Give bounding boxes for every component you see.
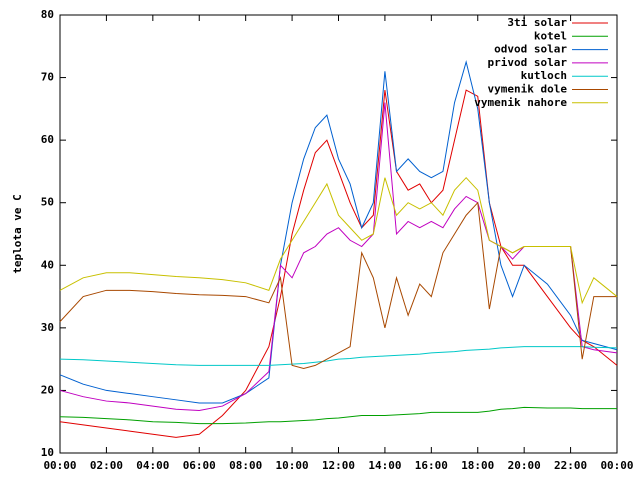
y-tick-label: 80 — [41, 8, 54, 21]
x-tick-label: 06:00 — [183, 459, 216, 472]
x-tick-label: 00:00 — [43, 459, 76, 472]
x-tick-label: 18:00 — [461, 459, 494, 472]
legend-label: 3ti solar — [507, 16, 567, 29]
legend-label: odvod solar — [494, 43, 567, 56]
x-tick-label: 14:00 — [368, 459, 401, 472]
series-line — [59, 102, 618, 411]
series-line — [59, 89, 618, 438]
x-tick-label: 20:00 — [508, 459, 541, 472]
x-tick-label: 16:00 — [415, 459, 448, 472]
x-tick-label: 12:00 — [322, 459, 355, 472]
x-tick-label: 10:00 — [276, 459, 309, 472]
y-axis-label: teplota ve C — [11, 194, 24, 273]
legend-label: vymenik dole — [488, 83, 568, 96]
legend-label: kutloch — [521, 69, 567, 82]
series-line — [59, 406, 617, 425]
x-tick-label: 22:00 — [554, 459, 587, 472]
y-tick-label: 20 — [41, 383, 54, 396]
x-tick-label: 04:00 — [136, 459, 169, 472]
series-line — [59, 346, 618, 366]
x-tick-label: 08:00 — [229, 459, 262, 472]
y-tick-label: 60 — [41, 133, 54, 146]
legend-label: kotel — [534, 29, 567, 42]
series-line — [59, 176, 618, 305]
x-tick-label: 02:00 — [90, 459, 123, 472]
legend-label: privod solar — [488, 56, 568, 69]
x-tick-label: 00:00 — [600, 459, 633, 472]
y-tick-label: 30 — [41, 321, 54, 334]
y-tick-label: 40 — [41, 258, 54, 271]
y-tick-label: 50 — [41, 196, 54, 209]
y-tick-label: 10 — [41, 446, 54, 459]
series-line — [59, 59, 618, 404]
legend-label: vymenik nahore — [474, 96, 567, 109]
y-tick-label: 70 — [41, 71, 54, 84]
